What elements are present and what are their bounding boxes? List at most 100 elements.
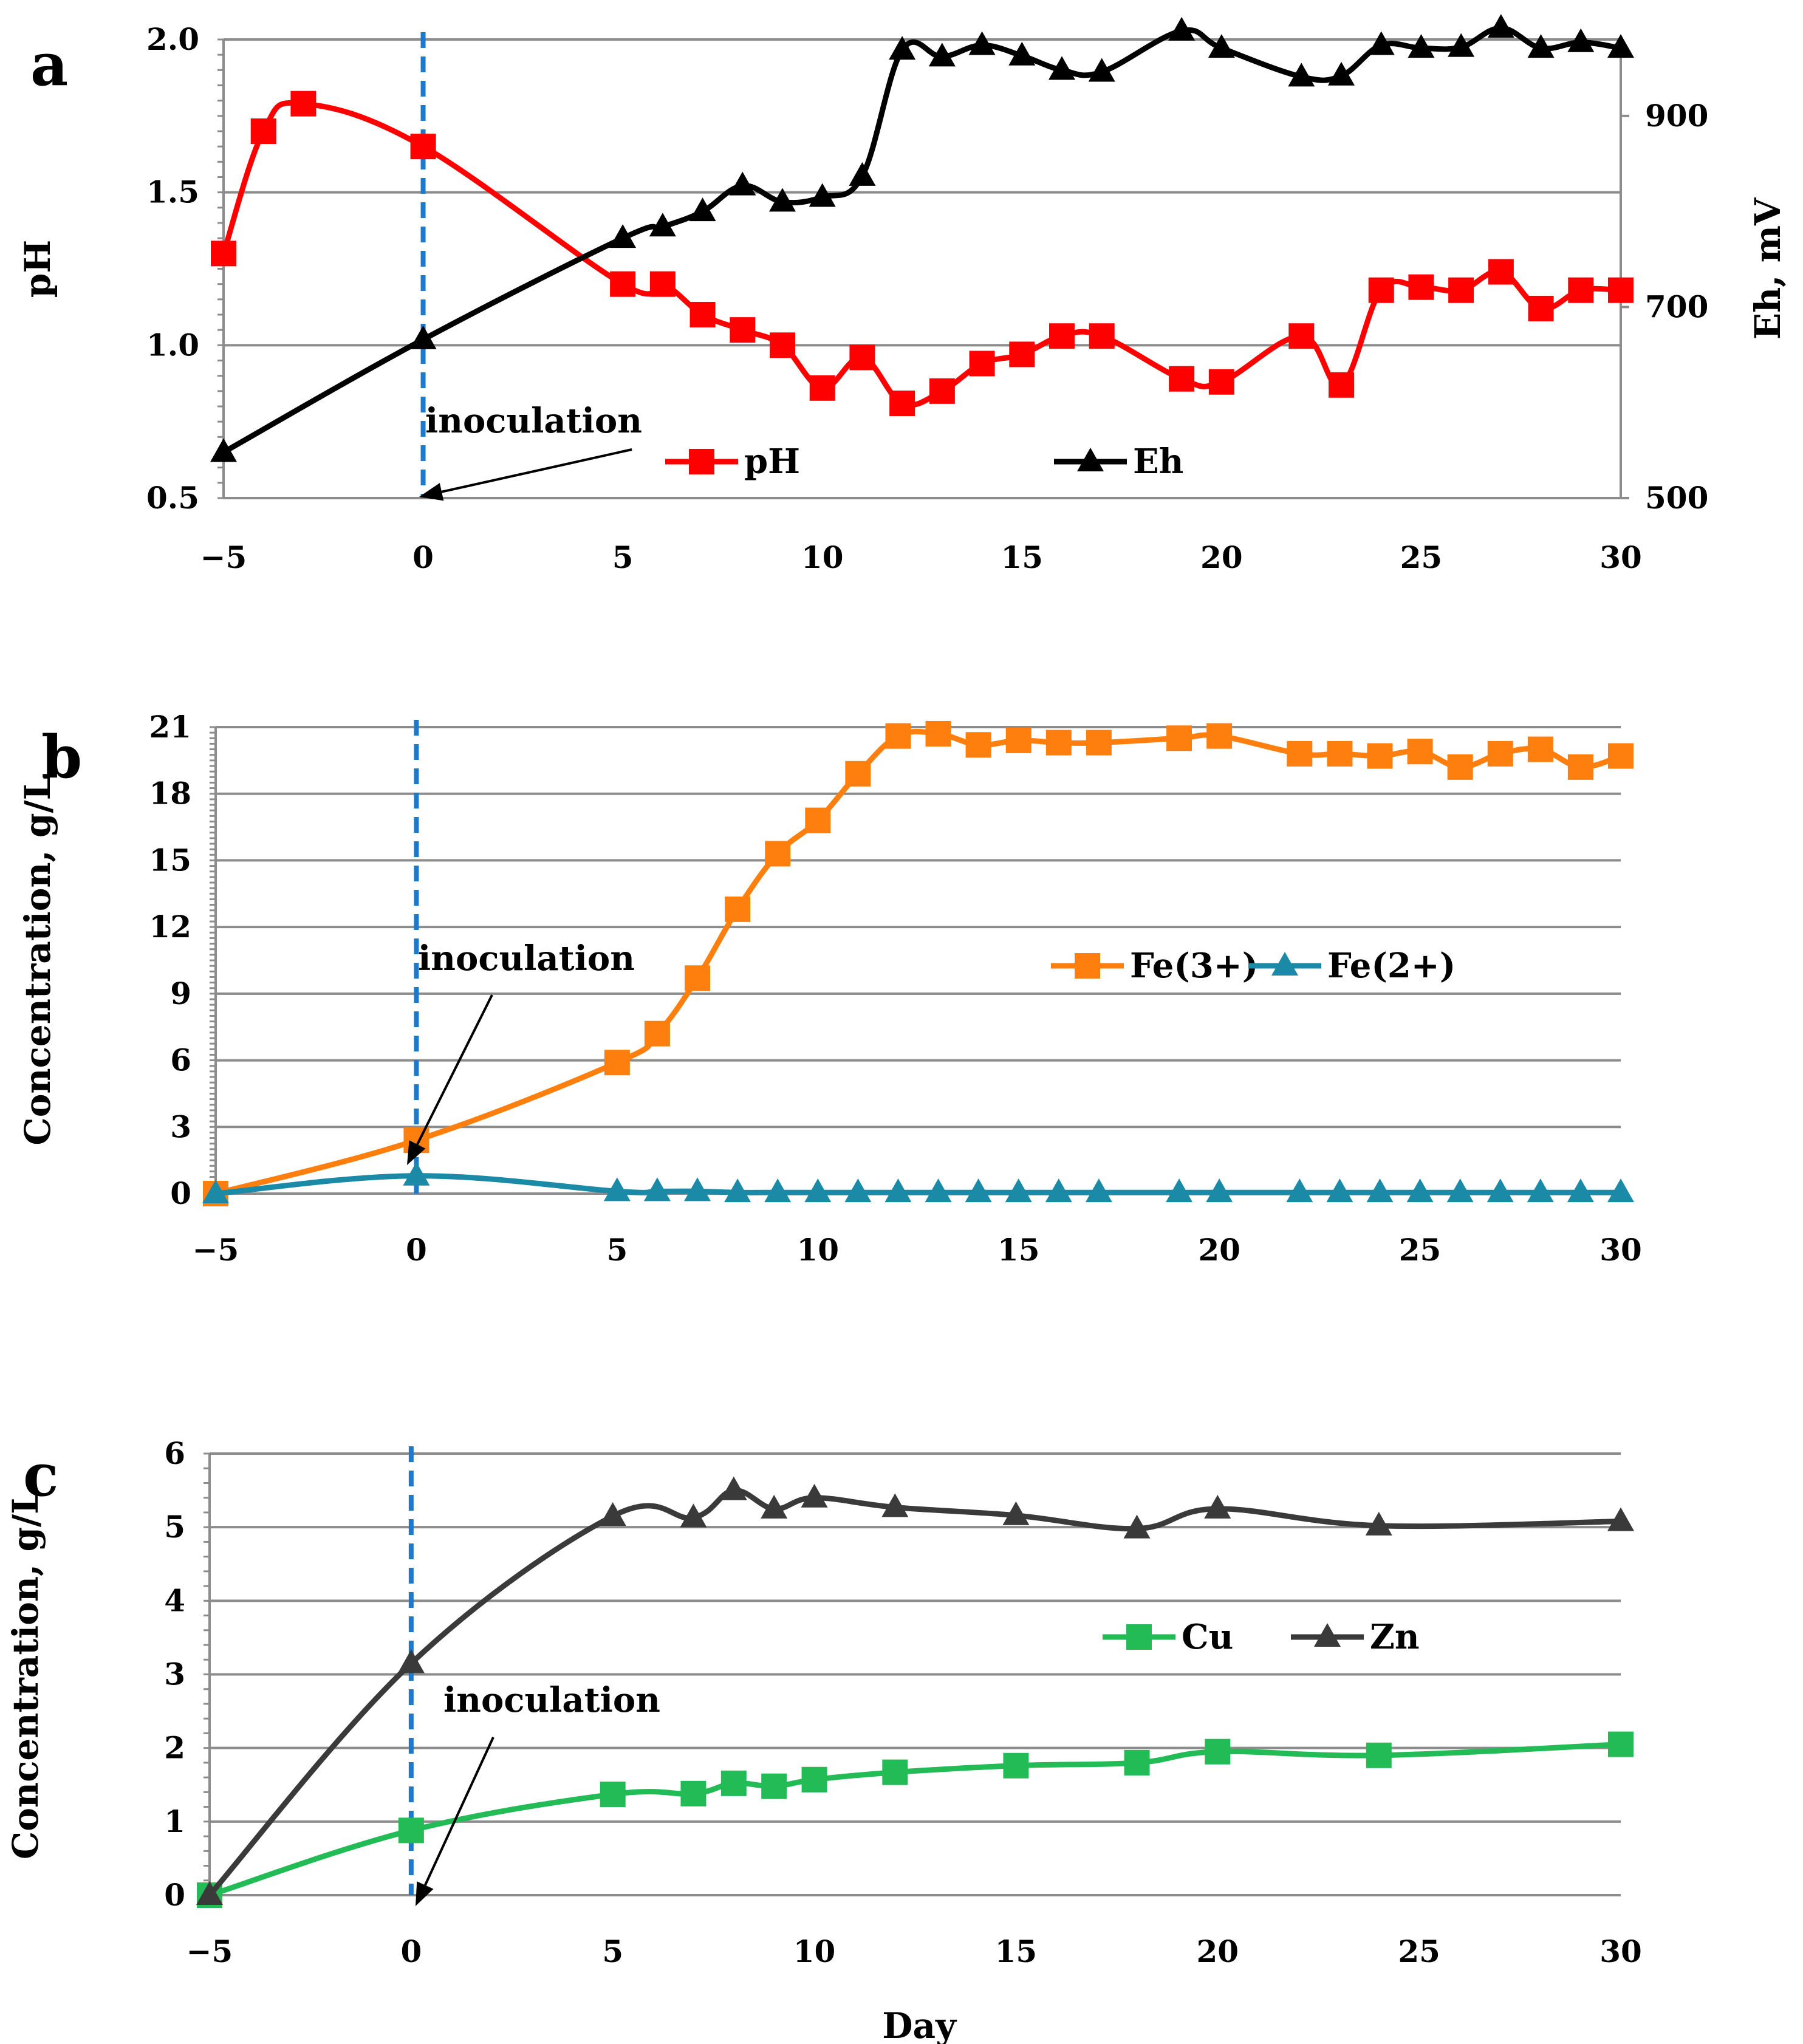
annotation-arrow-line (424, 1737, 494, 1886)
data-point (925, 1178, 952, 1203)
data-point (410, 134, 436, 160)
data-point (398, 1817, 424, 1844)
x-tick-label: 20 (1198, 1232, 1240, 1268)
data-point (1206, 723, 1233, 749)
data-point (1527, 736, 1553, 762)
data-point (724, 1178, 751, 1203)
data-point (809, 183, 836, 207)
data-point (1005, 727, 1032, 753)
legend-entry: Fe(3+) (1051, 946, 1258, 986)
data-point (684, 1177, 711, 1201)
data-point (725, 896, 751, 922)
y-tick-label: 1.0 (146, 327, 199, 363)
data-point (599, 1502, 626, 1526)
annotation-arrow-line (441, 448, 632, 493)
data-point (844, 1178, 872, 1203)
x-tick-label: 10 (796, 1232, 839, 1268)
data-point (1166, 725, 1192, 751)
data-point (1288, 63, 1315, 87)
y-tick-label: 0 (170, 1175, 191, 1211)
y-tick-label: 2 (164, 1730, 185, 1766)
legend-entry: Eh (1054, 442, 1183, 482)
y-tick-label: 1.5 (146, 174, 199, 210)
data-point (1124, 1749, 1150, 1776)
y2-tick-label: 500 (1645, 480, 1708, 516)
data-point (1527, 34, 1555, 58)
x-tick-label: −5 (193, 1232, 239, 1268)
series-zn (196, 1476, 1634, 1905)
data-point (604, 1050, 630, 1076)
x-tick-label: 20 (1200, 539, 1243, 575)
data-point (1528, 295, 1554, 321)
data-point (1367, 31, 1395, 55)
data-point (1568, 277, 1594, 303)
data-point (1407, 739, 1433, 765)
data-point (1488, 259, 1514, 285)
data-point (1329, 372, 1354, 398)
legend-entry: Cu (1103, 1617, 1233, 1657)
data-point (761, 1773, 787, 1799)
data-point (730, 317, 756, 343)
annotation-arrow-head (407, 1140, 426, 1165)
legend-label: Eh (1133, 442, 1183, 482)
data-point (689, 302, 716, 327)
y-tick-label: 4 (164, 1582, 185, 1618)
data-point (809, 375, 835, 401)
data-point (1406, 1178, 1434, 1203)
data-point (1365, 1511, 1392, 1536)
y-tick-label: 12 (149, 909, 191, 945)
data-point (1288, 323, 1315, 349)
data-point (210, 438, 237, 462)
data-point (1086, 730, 1112, 756)
data-point (1002, 1501, 1030, 1525)
data-point (804, 1178, 832, 1203)
data-point (1327, 740, 1353, 767)
x-tick-label: 15 (997, 1232, 1040, 1268)
x-tick-label: 25 (1398, 1933, 1440, 1969)
x-axis-title: Day (882, 2005, 957, 2044)
x-tick-label: 15 (995, 1933, 1038, 1969)
series-fe2 (202, 1161, 1634, 1203)
data-point (1607, 34, 1634, 58)
inoculation-annotation: inoculation (418, 938, 635, 979)
data-point (1446, 1178, 1474, 1203)
x-tick-label: 30 (1599, 1933, 1642, 1969)
data-point (211, 241, 236, 267)
data-point (290, 91, 316, 117)
x-tick-label: 5 (612, 539, 634, 575)
y-tick-label: 0 (164, 1877, 185, 1913)
data-point (929, 378, 955, 404)
data-point (1045, 1178, 1072, 1203)
data-point (1009, 341, 1035, 367)
legend-label: Fe(3+) (1130, 946, 1258, 986)
x-tick-label: 20 (1196, 1933, 1239, 1969)
data-point (649, 271, 676, 297)
data-point (1527, 1178, 1554, 1203)
legend-label: Fe(2+) (1327, 946, 1456, 986)
legend-label: Cu (1182, 1617, 1233, 1657)
data-point (1567, 1178, 1594, 1203)
data-point (1049, 56, 1075, 80)
data-point (1607, 1178, 1634, 1203)
legend-marker (1314, 1623, 1341, 1647)
data-point (729, 171, 756, 196)
data-point (968, 31, 996, 55)
y2-axis-title: Eh, mV (1747, 197, 1788, 340)
data-point (889, 390, 915, 416)
y-tick-label: 6 (164, 1435, 185, 1471)
data-point (849, 162, 876, 186)
data-point (1168, 16, 1196, 41)
data-point (1408, 274, 1434, 300)
data-point (720, 1476, 747, 1500)
x-tick-label: 30 (1599, 539, 1642, 575)
data-point (770, 332, 795, 358)
data-point (925, 720, 951, 747)
data-point (1607, 1507, 1634, 1531)
x-tick-label: 0 (400, 1933, 422, 1969)
inoculation-annotation: inoculation (443, 1680, 660, 1720)
data-point (397, 1649, 425, 1673)
data-point (1567, 28, 1595, 52)
y-tick-label: 18 (149, 776, 191, 812)
data-point (720, 1770, 747, 1796)
